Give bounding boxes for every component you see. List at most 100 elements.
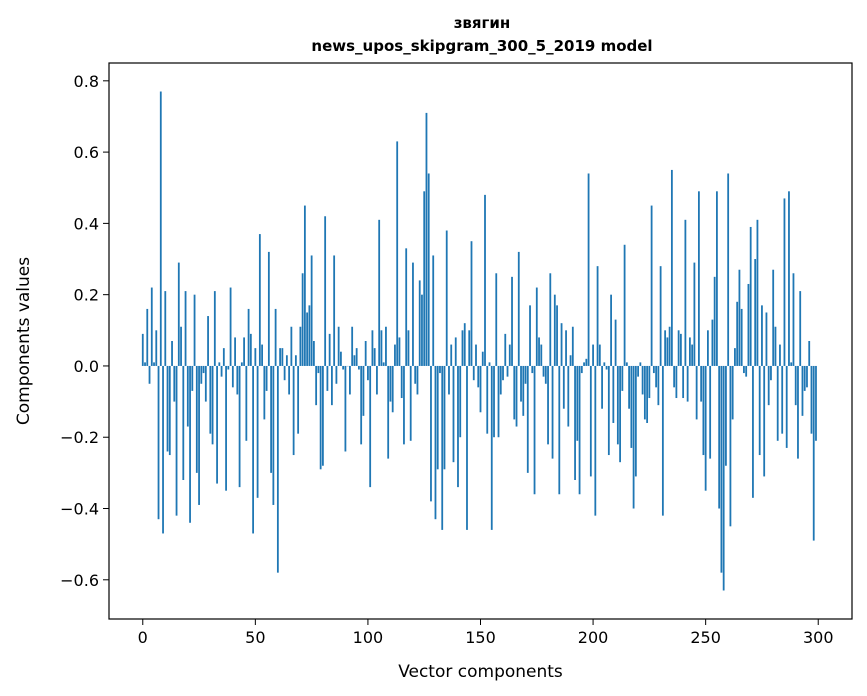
bar [655, 365, 658, 388]
bar [544, 365, 547, 384]
bar [623, 244, 626, 366]
bar [254, 348, 257, 366]
bar [367, 365, 369, 381]
bar [700, 365, 703, 402]
bar [274, 308, 277, 366]
chart-title-line-1: звягин [454, 14, 511, 32]
bar [533, 365, 536, 495]
bar [326, 365, 329, 391]
bar [691, 344, 694, 366]
bar [231, 365, 234, 388]
bar [783, 198, 786, 366]
bar [661, 365, 664, 516]
bar [598, 344, 601, 366]
bar [797, 365, 799, 459]
y-axis-label: Components values [14, 257, 34, 425]
bar [294, 355, 297, 366]
bar [812, 365, 815, 541]
bar [159, 91, 162, 366]
bar [186, 365, 189, 427]
bar [596, 266, 599, 366]
bar [628, 365, 631, 409]
bar [364, 341, 367, 366]
bar [729, 365, 732, 527]
bar [601, 365, 603, 409]
bar [761, 305, 763, 366]
bar [693, 262, 696, 366]
bar [643, 365, 646, 420]
bar [285, 355, 288, 366]
x-tick-label: 300 [803, 628, 834, 647]
bar [580, 365, 583, 374]
bar [351, 326, 354, 366]
bar [538, 337, 540, 366]
y-tick-label: −0.4 [60, 500, 99, 519]
bar [405, 248, 408, 366]
bar [394, 344, 396, 366]
bar [634, 365, 637, 477]
bar [258, 234, 261, 366]
bar [484, 194, 486, 366]
bar [731, 365, 734, 420]
bar [450, 344, 453, 366]
bar [436, 365, 439, 470]
bar [369, 365, 372, 488]
bar [553, 294, 556, 366]
bar [454, 337, 457, 366]
bar [261, 344, 264, 366]
bar [493, 365, 495, 438]
bar [240, 362, 243, 366]
bar [211, 365, 214, 445]
bar [657, 365, 660, 406]
bar [416, 365, 419, 395]
bar [423, 191, 426, 366]
bar [772, 269, 775, 366]
bar [362, 365, 365, 416]
bars-group [141, 91, 817, 591]
bar [459, 365, 462, 438]
bar [229, 287, 232, 366]
bar [173, 365, 176, 402]
bar [168, 365, 171, 456]
bar [184, 291, 187, 366]
bar [788, 191, 790, 366]
bar [234, 337, 236, 366]
bar [443, 365, 446, 470]
bar [607, 365, 610, 456]
bar [743, 365, 745, 374]
bar [614, 319, 617, 366]
bar [283, 365, 286, 381]
bar [317, 365, 320, 374]
bar [603, 362, 606, 366]
bar [463, 323, 466, 366]
bar [385, 326, 387, 366]
bar [592, 344, 594, 366]
bar [526, 365, 529, 473]
bar [810, 365, 813, 434]
bar [540, 344, 543, 366]
x-tick-label: 150 [465, 628, 496, 647]
bar [193, 294, 196, 366]
bar [189, 365, 191, 523]
bar [776, 365, 779, 441]
bar [589, 365, 592, 477]
bar [571, 326, 574, 366]
bar [745, 365, 748, 377]
y-tick-label: −0.2 [60, 428, 99, 447]
bar [612, 365, 615, 423]
bar [360, 365, 363, 445]
y-tick-label: 0.4 [74, 214, 99, 233]
bar [725, 365, 727, 466]
bar [722, 365, 725, 591]
bar [707, 330, 709, 366]
bar [477, 365, 480, 388]
bar [670, 169, 673, 366]
bar [220, 365, 223, 377]
bar [297, 365, 300, 434]
bar [288, 365, 291, 395]
bar [249, 333, 252, 366]
bar [421, 294, 423, 366]
bar [303, 205, 306, 366]
bar [504, 333, 507, 366]
